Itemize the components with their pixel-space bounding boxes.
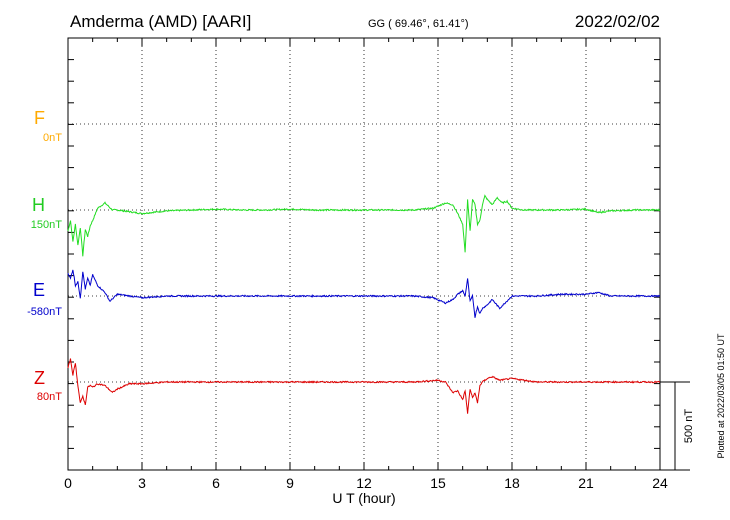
coords-label: GG ( 69.46°, 61.41°) — [368, 18, 469, 30]
station-title: Amderma (AMD) [AARI] — [70, 12, 251, 31]
channel-offset-E: -580nT — [27, 306, 62, 318]
x-tick-label: 24 — [652, 475, 668, 491]
scale-bar-label: 500 nT — [683, 409, 695, 444]
x-tick-label: 15 — [430, 475, 446, 491]
trace-H — [67, 194, 661, 257]
axis-ticks — [67, 37, 661, 470]
channel-label-E: E — [33, 280, 45, 300]
date-label: 2022/02/02 — [575, 12, 660, 31]
channel-label-F: F — [34, 108, 45, 128]
x-tick-label: 21 — [578, 475, 594, 491]
trace-Z — [67, 358, 661, 414]
channel-offset-Z: 80nT — [37, 391, 62, 403]
x-tick-label: 12 — [356, 475, 372, 491]
channel-offset-H: 150nT — [31, 219, 62, 231]
x-tick-label: 6 — [212, 475, 220, 491]
x-tick-labels: 0 3 6 9 12 15 18 21 24 — [64, 475, 668, 491]
x-tick-label: 3 — [138, 475, 146, 491]
x-tick-label: 18 — [504, 475, 520, 491]
scale-bar: 500 nT — [660, 381, 695, 471]
channel-label-H: H — [32, 195, 45, 215]
x-tick-label: 0 — [64, 475, 72, 491]
traces — [67, 194, 661, 414]
channel-offset-F: 0nT — [43, 132, 62, 144]
channel-label-Z: Z — [34, 368, 45, 388]
x-tick-label: 9 — [286, 475, 294, 491]
trace-E — [67, 269, 661, 318]
grid — [68, 38, 660, 470]
x-axis-label: U T (hour) — [332, 490, 395, 506]
plot-timestamp: Plotted at 2022/03/05 01:50 UT — [716, 333, 726, 459]
